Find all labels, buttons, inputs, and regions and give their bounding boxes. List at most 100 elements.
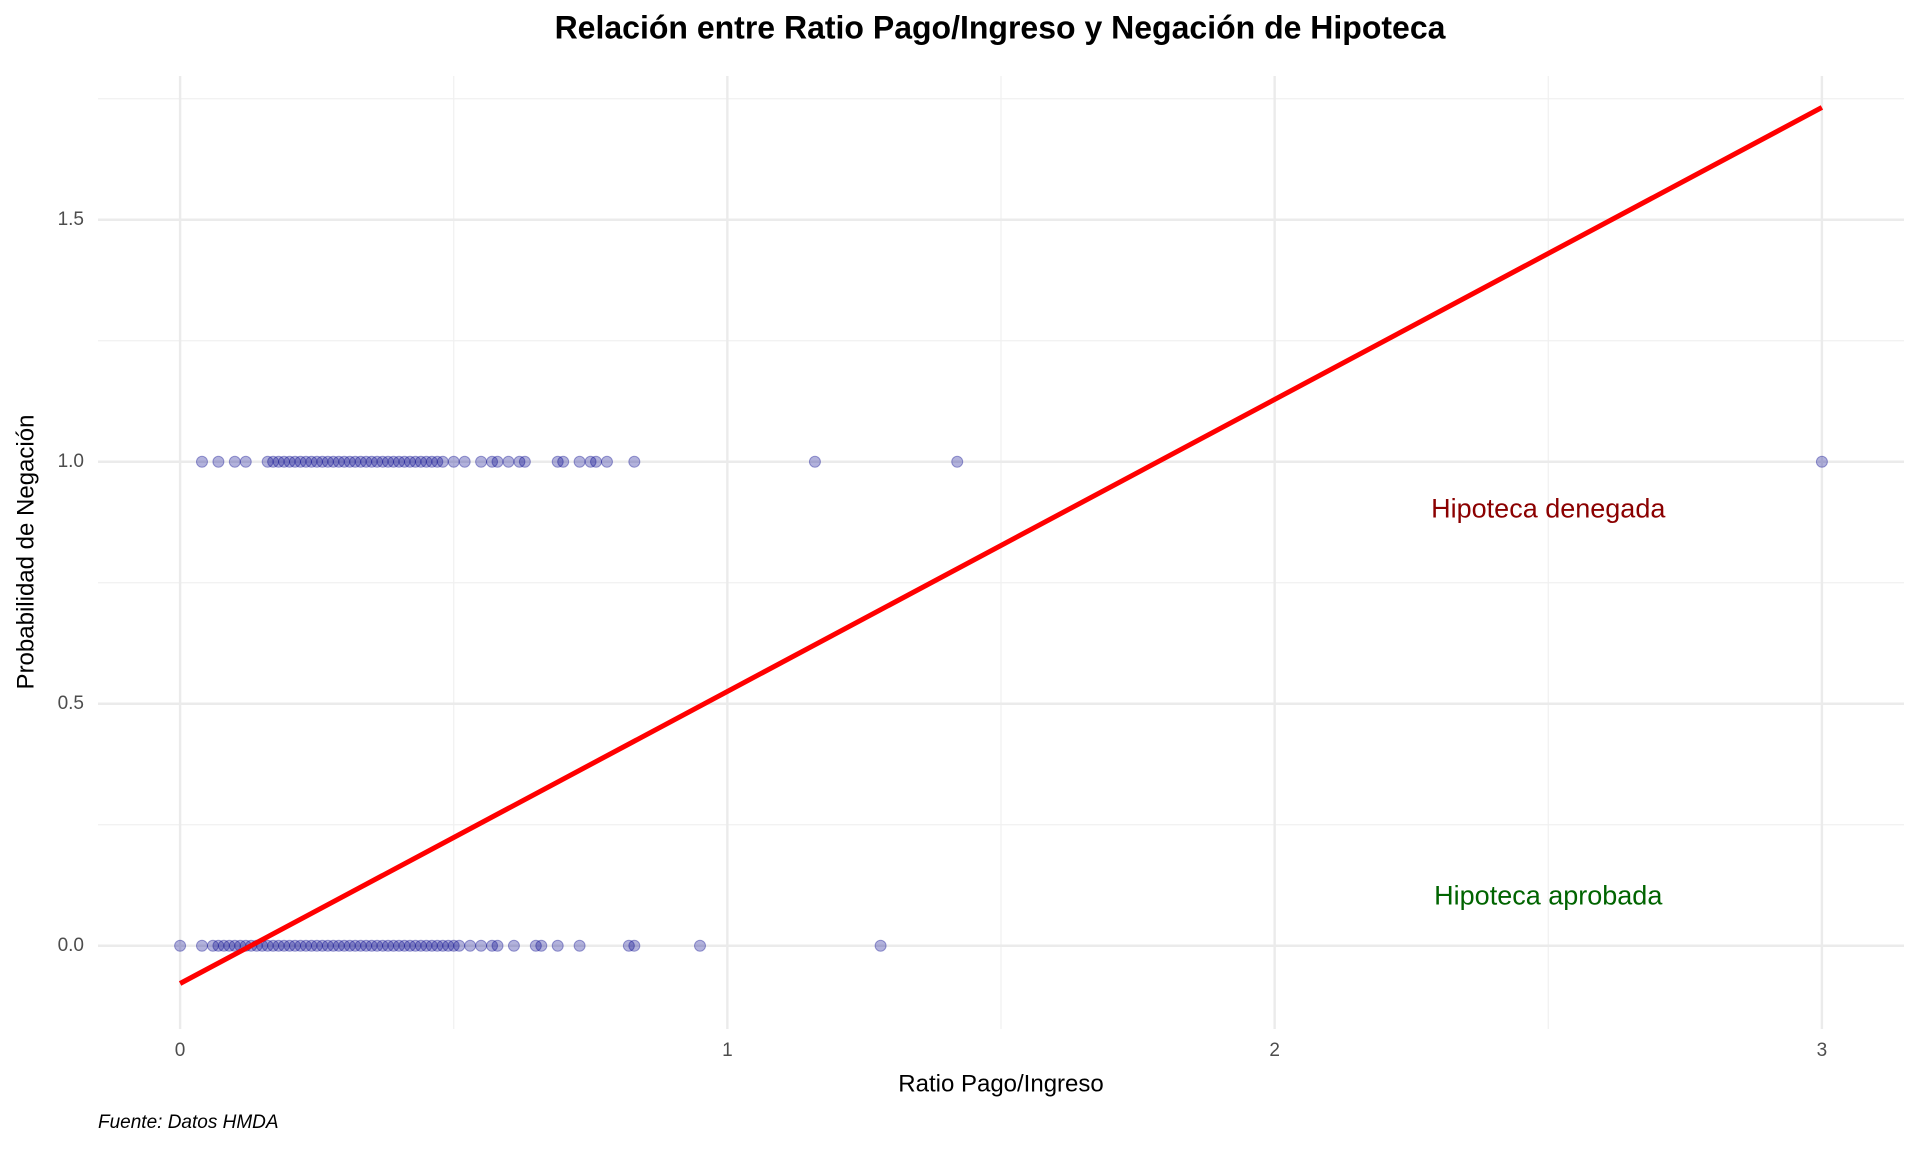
point (343, 455, 356, 468)
point (272, 455, 285, 468)
point (354, 939, 367, 952)
y-tick-label: 0.0 (58, 935, 84, 956)
point (420, 455, 433, 468)
point (371, 455, 384, 468)
point (409, 939, 422, 952)
point (261, 455, 274, 468)
point (694, 939, 706, 952)
point (453, 939, 466, 952)
point (305, 455, 318, 468)
point (228, 455, 241, 468)
point (365, 455, 378, 468)
point (458, 455, 471, 468)
point (289, 939, 302, 952)
point (628, 455, 641, 468)
point (425, 939, 438, 952)
point (951, 455, 964, 468)
point (535, 939, 548, 952)
point (475, 939, 488, 952)
point (376, 939, 389, 952)
point (272, 939, 285, 952)
point (316, 939, 329, 952)
point (507, 939, 520, 952)
point (551, 939, 564, 952)
point (573, 455, 586, 468)
point (600, 455, 613, 468)
point (212, 939, 225, 952)
point (223, 939, 236, 952)
caption: Fuente: Datos HMDA (98, 1112, 279, 1133)
point (294, 455, 307, 468)
point (403, 939, 416, 952)
point (332, 939, 345, 952)
point (343, 939, 356, 952)
point (425, 455, 438, 468)
point (382, 455, 395, 468)
point (475, 455, 488, 468)
x-tick-label: 1 (722, 1040, 733, 1061)
point (573, 939, 586, 952)
point (464, 939, 477, 952)
point (354, 455, 367, 468)
point (436, 455, 449, 468)
point (338, 455, 351, 468)
point (622, 939, 635, 952)
point (283, 455, 296, 468)
point (442, 939, 455, 952)
point (486, 939, 499, 952)
point (321, 455, 334, 468)
point (551, 455, 564, 468)
point (431, 455, 444, 468)
point (431, 939, 444, 952)
point (529, 939, 542, 952)
point (338, 939, 351, 952)
point (195, 455, 208, 468)
point (299, 939, 312, 952)
point (217, 939, 230, 952)
point (371, 939, 384, 952)
point (447, 939, 460, 952)
point (360, 939, 373, 952)
point (491, 455, 504, 468)
point (486, 455, 499, 468)
point (1815, 455, 1828, 468)
point (278, 455, 291, 468)
point (376, 455, 389, 468)
point (436, 939, 449, 952)
point (349, 939, 362, 952)
point (228, 939, 241, 952)
point (398, 455, 411, 468)
x-tick-label: 3 (1817, 1040, 1828, 1061)
point (398, 939, 411, 952)
point (305, 939, 318, 952)
point (382, 939, 395, 952)
y-tick-label: 0.5 (58, 693, 84, 714)
y-tick-label: 1.5 (58, 209, 84, 230)
point (310, 455, 323, 468)
point (327, 939, 340, 952)
x-tick-label: 2 (1269, 1040, 1280, 1061)
point (414, 455, 427, 468)
point (874, 939, 887, 952)
point (387, 939, 400, 952)
point (212, 455, 225, 468)
point (283, 939, 296, 952)
point (393, 455, 405, 468)
x-tick-label: 0 (175, 1040, 186, 1061)
point (491, 939, 504, 952)
point (332, 455, 345, 468)
point (327, 455, 340, 468)
x-axis-title: Ratio Pago/Ingreso (898, 1070, 1103, 1097)
point (584, 455, 597, 468)
chart-title: Relación entre Ratio Pago/Ingreso y Nega… (555, 9, 1446, 45)
fit-line (178, 105, 1824, 986)
point (409, 455, 422, 468)
y-tick-label: 1.0 (58, 451, 84, 472)
point (278, 939, 291, 952)
point (261, 939, 274, 952)
point (393, 939, 405, 952)
point (518, 455, 531, 468)
point (195, 939, 208, 952)
point (360, 455, 373, 468)
annotation: Hipoteca denegada (1431, 493, 1666, 523)
